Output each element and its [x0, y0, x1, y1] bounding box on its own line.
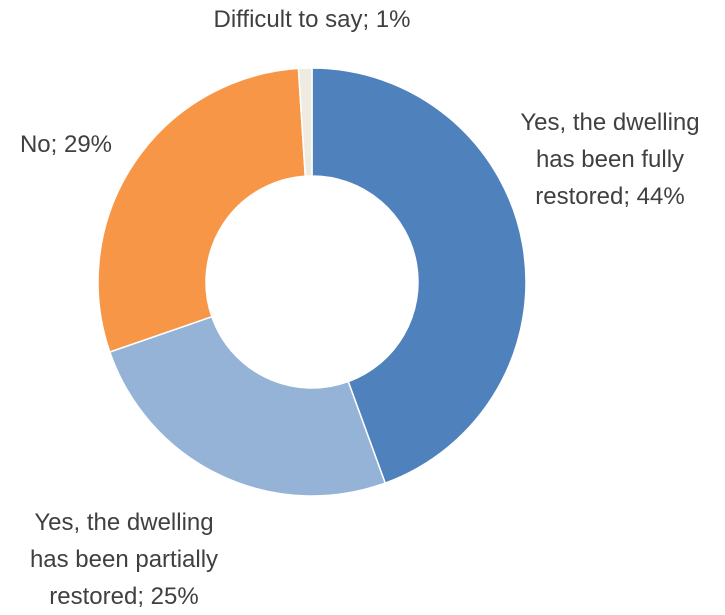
data-label-line: No; 29%	[20, 131, 112, 158]
slice-yes-the-dwelling-has-been-partially-restored	[108, 315, 387, 497]
data-label-line: Yes, the dwelling	[520, 109, 699, 136]
data-label-yes-the-dwelling-has-been-fully-restored: Yes, the dwelling has been fully restored;…	[520, 109, 699, 210]
data-label-line: Yes, the dwelling	[34, 509, 213, 536]
data-label-line: restored; 25%	[49, 583, 198, 610]
labels-group: Yes, the dwelling has been fully restored;…	[20, 6, 700, 610]
slices-group	[97, 67, 527, 497]
slice-no	[97, 67, 307, 353]
data-label-yes-the-dwelling-has-been-partially-restored: Yes, the dwelling has been partially resto…	[30, 509, 218, 610]
slice-difficult-to-say	[297, 67, 313, 178]
data-label-line: has been fully	[536, 146, 684, 173]
data-label-no: No; 29%	[20, 131, 112, 158]
data-label-difficult-to-say: Difficult to say; 1%	[214, 6, 411, 33]
data-label-line: has been partially	[30, 546, 218, 573]
data-label-line: Difficult to say; 1%	[214, 6, 411, 33]
slice-yes-the-dwelling-has-been-fully-restored	[311, 67, 527, 485]
data-label-line: restored; 44%	[535, 183, 684, 210]
